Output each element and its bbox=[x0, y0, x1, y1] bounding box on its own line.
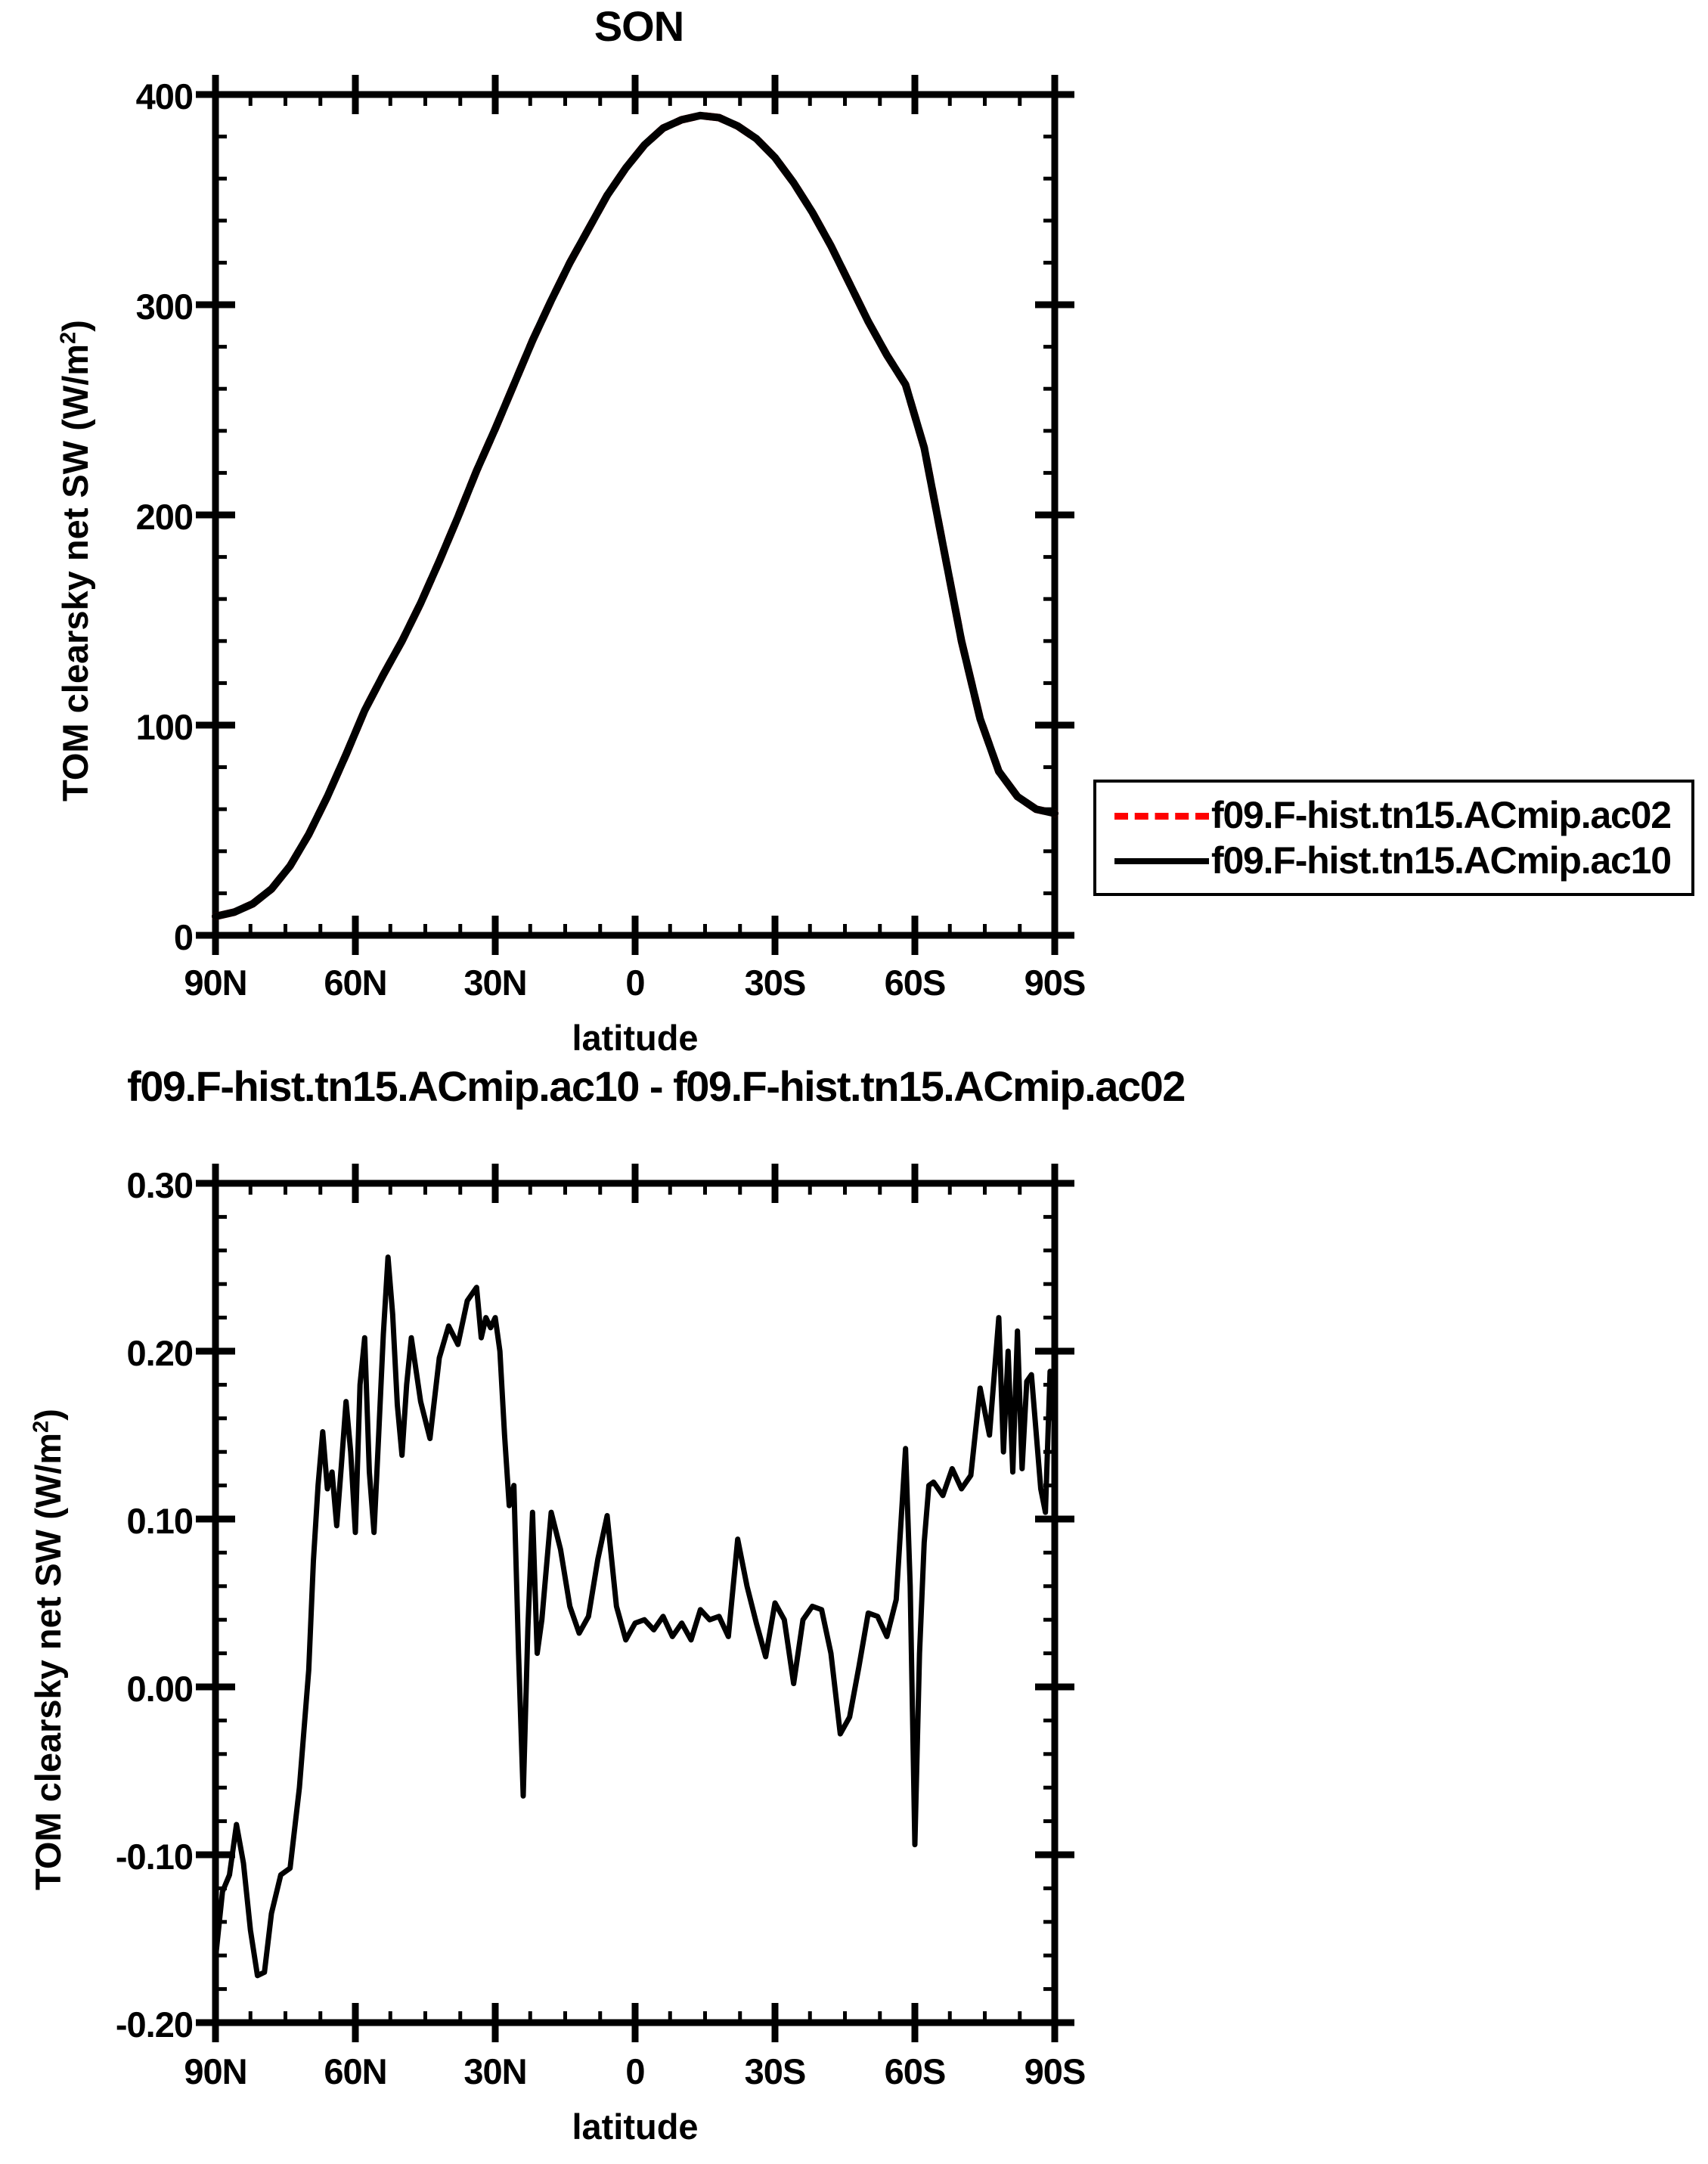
top-y-tick-0: 0 bbox=[173, 917, 194, 957]
bottom-x-tick-90N: 90N bbox=[184, 2051, 247, 2091]
bottom-x-tick-0: 0 bbox=[625, 2051, 645, 2091]
bottom-panel-series-group bbox=[212, 1254, 1058, 1979]
top-x-tick-0: 0 bbox=[625, 963, 645, 1003]
bottom-panel-x-axis-label: latitude bbox=[572, 2107, 699, 2147]
top-y-tick-200: 200 bbox=[135, 497, 194, 537]
bottom-panel-plot bbox=[196, 1164, 1074, 2042]
legend: f09.F-hist.tn15.ACmip.ac02 f09.F-hist.tn… bbox=[1093, 780, 1694, 896]
legend-item-label: f09.F-hist.tn15.ACmip.ac10 bbox=[1211, 839, 1672, 882]
bottom-panel-y-axis-label: TOM clearsky net SW (W/m2) bbox=[27, 1409, 69, 1890]
top-panel-axes bbox=[196, 75, 1074, 955]
series-line bbox=[212, 111, 1059, 920]
top-x-tick-90S: 90S bbox=[1024, 963, 1086, 1003]
bottom-panel: f09.F-hist.tn15.ACmip.ac10 - f09.F-hist.… bbox=[0, 1062, 1331, 2164]
bottom-x-tick-90S: 90S bbox=[1024, 2051, 1086, 2091]
bottom-y-tick-0.00: 0.00 bbox=[126, 1669, 194, 1709]
top-x-tick-90N: 90N bbox=[184, 963, 247, 1003]
bottom-x-tick-60S: 60S bbox=[884, 2051, 947, 2091]
top-x-tick-30S: 30S bbox=[744, 963, 807, 1003]
legend-item-ac10[interactable]: f09.F-hist.tn15.ACmip.ac10 bbox=[1096, 839, 1691, 884]
top-y-tick-400: 400 bbox=[135, 76, 194, 116]
bottom-y-tick-0.20: 0.20 bbox=[126, 1333, 194, 1373]
y-axis-label-suffix: ) bbox=[28, 1409, 68, 1421]
y-axis-label-superscript: 2 bbox=[29, 1420, 54, 1433]
top-x-tick-30N: 30N bbox=[463, 963, 527, 1003]
top-x-tick-60N: 60N bbox=[324, 963, 387, 1003]
legend-item-label: f09.F-hist.tn15.ACmip.ac02 bbox=[1211, 794, 1672, 836]
top-panel-series-group bbox=[212, 111, 1059, 920]
series-line bbox=[212, 1254, 1058, 1979]
top-x-tick-60S: 60S bbox=[884, 963, 947, 1003]
series-line bbox=[212, 111, 1059, 920]
top-panel-x-axis-label: latitude bbox=[572, 1018, 699, 1058]
top-y-tick-100: 100 bbox=[135, 707, 194, 747]
top-panel-plot bbox=[196, 75, 1074, 955]
bottom-y-tick--0.10: -0.10 bbox=[115, 1837, 194, 1877]
legend-line-sample-solid-icon bbox=[1114, 858, 1209, 864]
bottom-x-tick-30S: 30S bbox=[744, 2051, 807, 2091]
bottom-x-tick-30N: 30N bbox=[463, 2051, 527, 2091]
legend-item-ac02[interactable]: f09.F-hist.tn15.ACmip.ac02 bbox=[1096, 793, 1691, 839]
legend-line-sample-dashed-icon bbox=[1114, 813, 1209, 820]
bottom-panel-axes bbox=[196, 1164, 1074, 2042]
bottom-y-tick--0.20: -0.20 bbox=[115, 2004, 194, 2045]
bottom-x-tick-60N: 60N bbox=[324, 2051, 387, 2091]
bottom-y-tick-0.10: 0.10 bbox=[126, 1501, 194, 1541]
bottom-y-tick-0.30: 0.30 bbox=[126, 1165, 194, 1205]
top-panel: SON TOM clearsky net SW (W/m2) 400 300 2… bbox=[0, 0, 1331, 1059]
y-axis-label-superscript: 2 bbox=[56, 331, 81, 344]
bottom-panel-title: f09.F-hist.tn15.ACmip.ac10 - f09.F-hist.… bbox=[127, 1062, 1186, 1110]
top-panel-title: SON bbox=[594, 2, 684, 50]
top-y-tick-300: 300 bbox=[135, 287, 194, 327]
